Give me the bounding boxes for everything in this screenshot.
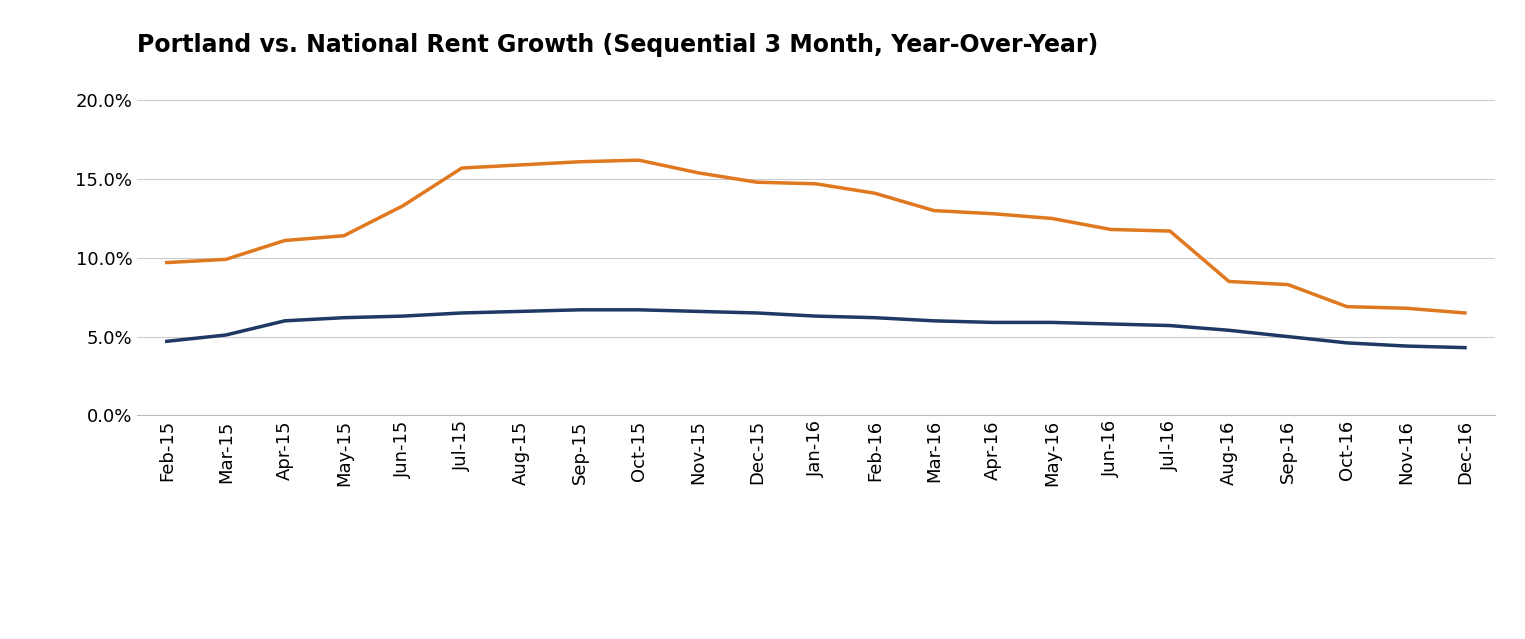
Portland: [1043, 215, 1061, 222]
National: [1043, 319, 1061, 327]
National: [1220, 327, 1238, 334]
Legend: National, Portland: National, Portland: [677, 634, 955, 639]
Portland: [1456, 309, 1475, 317]
National: [570, 306, 589, 314]
Portland: [570, 158, 589, 166]
Portland: [1337, 303, 1356, 311]
National: [1161, 321, 1179, 329]
National: [1456, 344, 1475, 351]
Portland: [866, 189, 884, 197]
Portland: [453, 164, 471, 172]
Portland: [1101, 226, 1119, 233]
National: [276, 317, 294, 325]
Portland: [924, 207, 942, 215]
Portland: [157, 259, 175, 266]
National: [1279, 333, 1298, 341]
National: [807, 312, 825, 320]
National: [924, 317, 942, 325]
National: [747, 309, 766, 317]
Portland: [807, 180, 825, 188]
National: [393, 312, 412, 320]
National: [1101, 320, 1119, 328]
National: [157, 337, 175, 345]
Portland: [393, 202, 412, 210]
National: [453, 309, 471, 317]
Portland: [984, 210, 1002, 217]
Portland: [1279, 281, 1298, 288]
Portland: [1220, 277, 1238, 285]
Portland: [689, 169, 708, 176]
National: [334, 314, 352, 321]
Line: Portland: Portland: [166, 160, 1466, 313]
Portland: [630, 157, 648, 164]
Portland: [276, 236, 294, 244]
National: [512, 307, 531, 315]
National: [984, 319, 1002, 327]
Portland: [512, 161, 531, 169]
National: [689, 307, 708, 315]
Line: National: National: [166, 310, 1466, 348]
Portland: [1397, 304, 1415, 312]
Portland: [334, 232, 352, 240]
National: [1337, 339, 1356, 347]
National: [630, 306, 648, 314]
National: [866, 314, 884, 321]
Portland: [1161, 227, 1179, 235]
Text: Portland vs. National Rent Growth (Sequential 3 Month, Year-Over-Year): Portland vs. National Rent Growth (Seque…: [137, 33, 1098, 57]
National: [217, 331, 235, 339]
National: [1397, 343, 1415, 350]
Portland: [217, 256, 235, 263]
Portland: [747, 178, 766, 186]
